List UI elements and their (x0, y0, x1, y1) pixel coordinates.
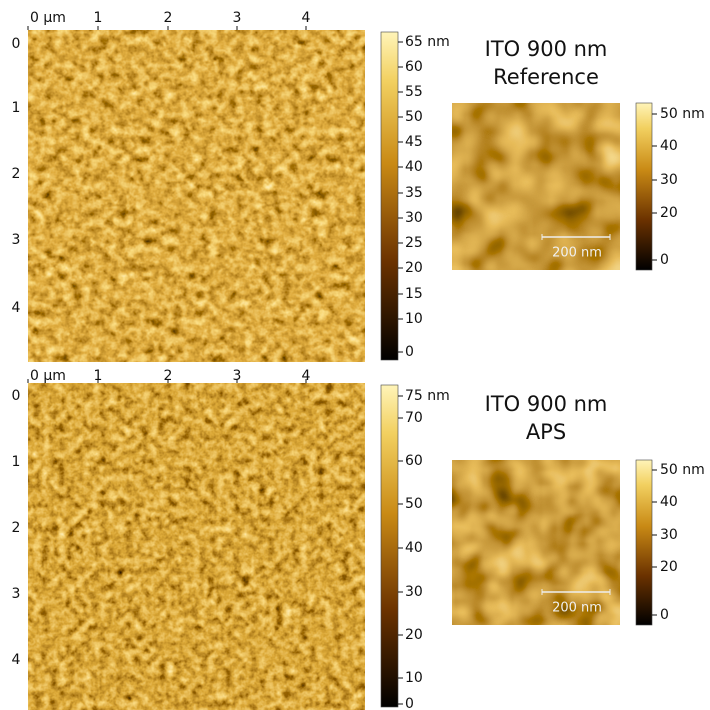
colorbar-label: 60 (405, 453, 423, 469)
inset-colorbar-label: 50 nm (660, 462, 705, 478)
x-axis-label: 2 (164, 10, 173, 26)
inset-image (452, 103, 620, 270)
inset-colorbar-label: 40 (660, 494, 678, 510)
colorbar (380, 31, 399, 361)
x-axis-label: 3 (233, 368, 242, 384)
colorbar-label: 0 (405, 344, 414, 360)
scale-bar-label: 200 nm (552, 246, 602, 261)
x-axis-label: 1 (94, 368, 103, 384)
colorbar-label: 40 (405, 159, 423, 175)
y-axis-label: 2 (12, 166, 21, 182)
colorbar-label: 55 (405, 84, 423, 100)
x-axis-label: 1 (94, 10, 103, 26)
inset-colorbar-label: 0 (660, 607, 669, 623)
x-axis-label: 0 μm (30, 368, 66, 384)
x-axis-label: 3 (233, 10, 242, 26)
colorbar-label: 45 (405, 134, 423, 150)
y-axis-label: 0 (12, 36, 21, 52)
colorbar-label: 50 (405, 496, 423, 512)
afm-image (28, 383, 365, 710)
inset-image (452, 460, 620, 625)
y-axis-label: 0 (12, 388, 21, 404)
colorbar-label: 70 (405, 410, 423, 426)
y-axis-label: 3 (12, 586, 21, 602)
inset-colorbar-label: 50 nm (660, 106, 705, 122)
inset-colorbar-label: 20 (660, 205, 678, 221)
inset-colorbar (635, 459, 653, 626)
scale-bar-label: 200 nm (552, 601, 602, 616)
y-axis-label: 1 (12, 100, 21, 116)
colorbar-label: 15 (405, 286, 423, 302)
inset-title: ITO 900 nm (485, 392, 608, 416)
inset-title: APS (526, 420, 566, 444)
inset-colorbar-label: 0 (660, 252, 669, 268)
colorbar-label: 10 (405, 311, 423, 327)
inset-title: Reference (493, 65, 599, 89)
inset-colorbar (635, 102, 653, 271)
colorbar-label: 65 nm (405, 34, 450, 50)
colorbar-label: 0 (405, 696, 414, 710)
colorbar-label: 10 (405, 670, 423, 686)
inset-title: ITO 900 nm (485, 37, 608, 61)
x-axis-label: 2 (164, 368, 173, 384)
afm-image (28, 30, 365, 362)
colorbar-label: 30 (405, 584, 423, 600)
inset-colorbar-label: 40 (660, 138, 678, 154)
y-axis-label: 4 (12, 300, 21, 316)
colorbar-label: 60 (405, 59, 423, 75)
inset-colorbar-label: 20 (660, 559, 678, 575)
colorbar-label: 30 (405, 210, 423, 226)
colorbar-label: 75 nm (405, 388, 450, 404)
colorbar-label: 35 (405, 185, 423, 201)
inset-colorbar-label: 30 (660, 527, 678, 543)
inset-colorbar-label: 30 (660, 172, 678, 188)
colorbar (380, 384, 399, 708)
y-axis-label: 2 (12, 520, 21, 536)
y-axis-label: 3 (12, 232, 21, 248)
x-axis-label: 4 (302, 10, 311, 26)
y-axis-label: 1 (12, 454, 21, 470)
x-axis-label: 4 (302, 368, 311, 384)
colorbar-label: 50 (405, 109, 423, 125)
colorbar-label: 40 (405, 540, 423, 556)
colorbar-label: 20 (405, 627, 423, 643)
x-axis-label: 0 μm (30, 10, 66, 26)
colorbar-label: 25 (405, 235, 423, 251)
y-axis-label: 4 (12, 652, 21, 668)
colorbar-label: 20 (405, 260, 423, 276)
